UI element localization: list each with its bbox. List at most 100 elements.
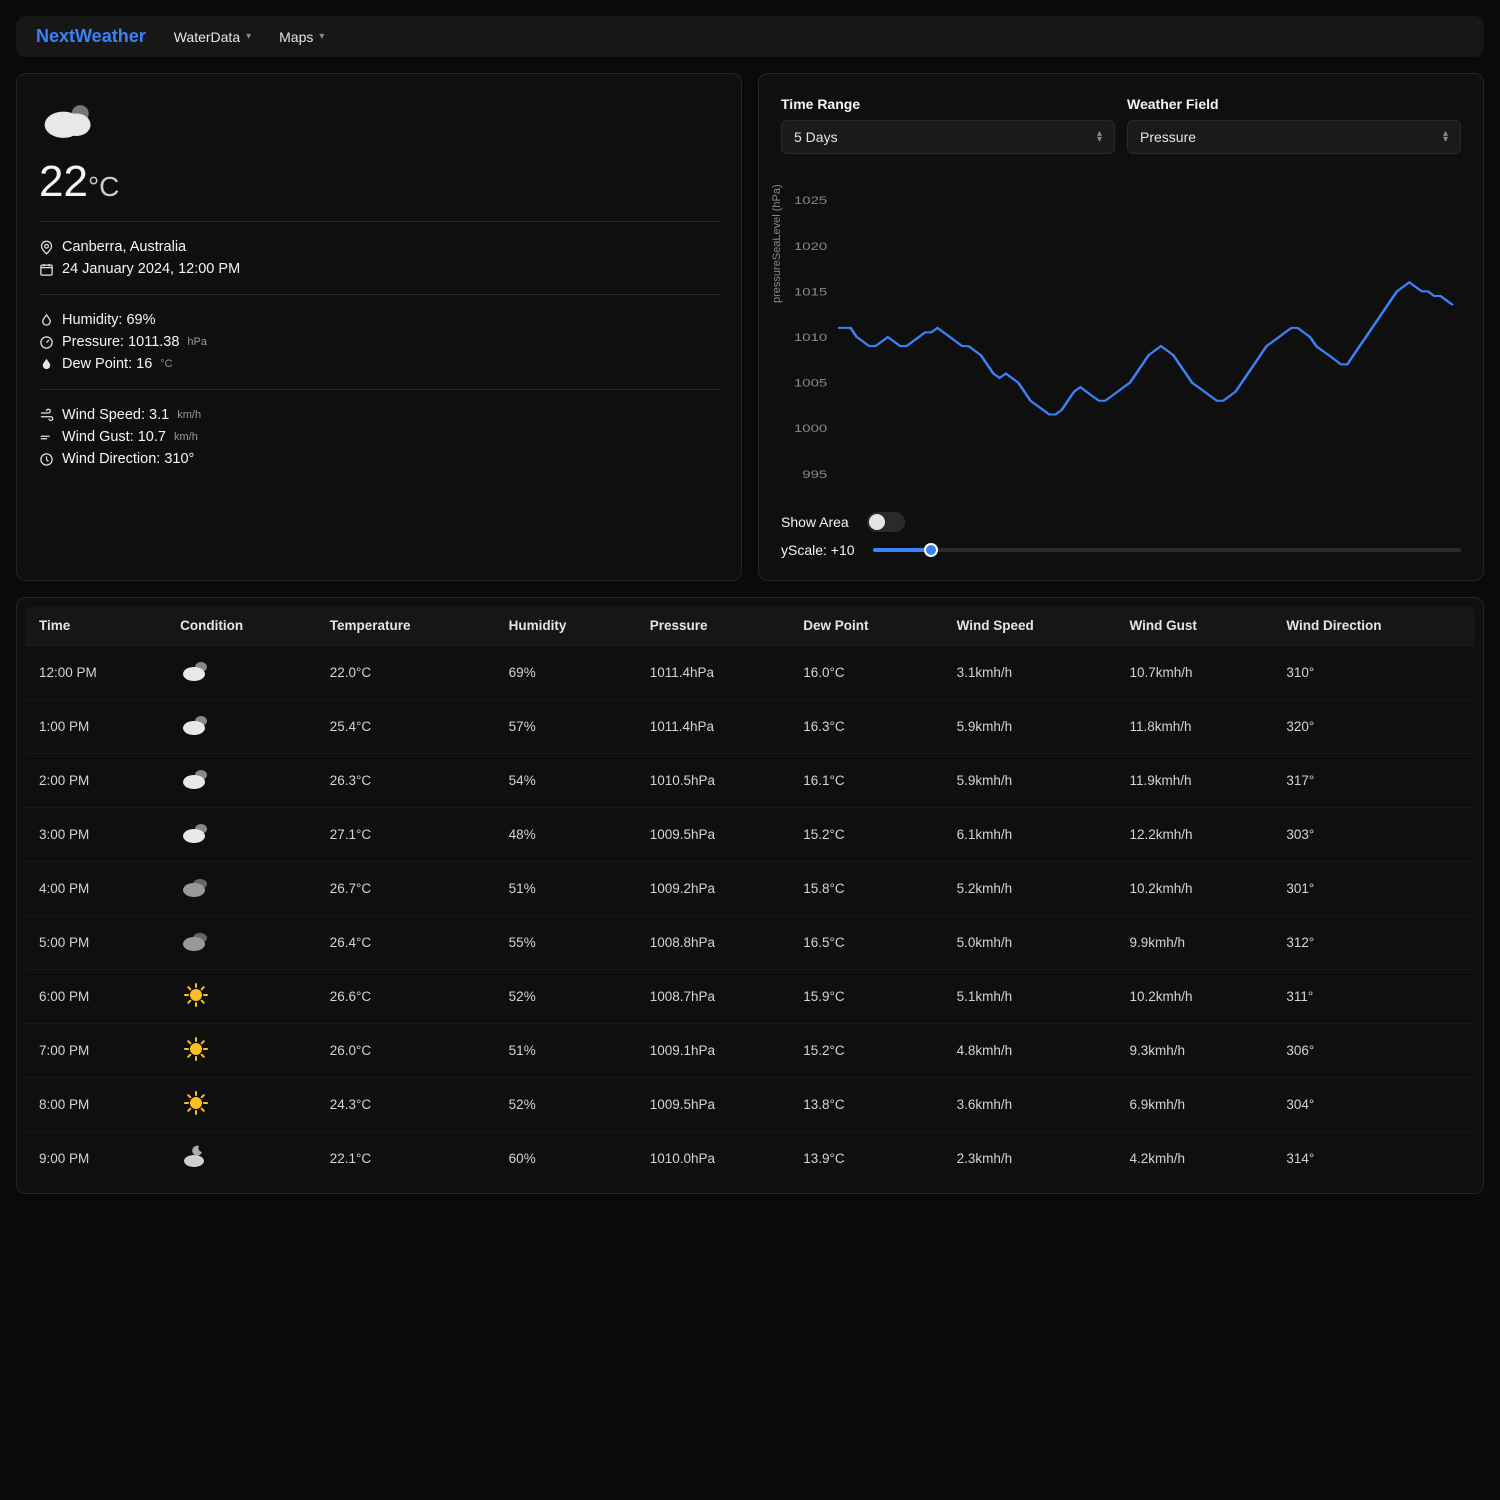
table-cell: 60% <box>495 1132 636 1186</box>
condition-icon <box>166 916 316 970</box>
svg-text:1020: 1020 <box>794 240 827 253</box>
table-cell: 6:00 PM <box>25 970 166 1024</box>
nav-maps-label: Maps <box>279 29 313 45</box>
table-body: 12:00 PM22.0°C69%1011.4hPa16.0°C3.1kmh/h… <box>25 646 1475 1186</box>
condition-icon <box>166 754 316 808</box>
table-cell: 1011.4hPa <box>636 646 789 700</box>
datetime-row: 24 January 2024, 12:00 PM <box>39 258 719 280</box>
dewpoint-row: Dew Point: 16°C <box>39 353 719 375</box>
location-text: Canberra, Australia <box>62 239 186 255</box>
droplet-icon <box>39 357 54 372</box>
time-range-select[interactable]: 5 Days ▴▾ <box>781 120 1115 154</box>
table-cell: 9.3kmh/h <box>1116 1024 1273 1078</box>
table-cell: 10.2kmh/h <box>1116 970 1273 1024</box>
dewpoint-text: Dew Point: 16 <box>62 356 152 372</box>
nav-maps[interactable]: Maps ▾ <box>279 29 324 45</box>
table-cell: 51% <box>495 1024 636 1078</box>
yscale-slider[interactable] <box>873 548 1461 552</box>
table-cell: 4:00 PM <box>25 862 166 916</box>
current-weather-card: 22°C Canberra, Australia 24 January 2024… <box>16 73 742 581</box>
table-header-cell: Wind Gust <box>1116 606 1273 646</box>
chevron-down-icon: ▾ <box>319 31 324 42</box>
humidity-row: Humidity: 69% <box>39 309 719 331</box>
pressure-chart: pressureSeaLevel (hPa) 99510001005101010… <box>781 172 1461 502</box>
table-cell: 57% <box>495 700 636 754</box>
table-cell: 4.8kmh/h <box>943 1024 1116 1078</box>
time-range-label: Time Range <box>781 96 1115 112</box>
show-area-toggle[interactable] <box>867 512 905 532</box>
svg-text:995: 995 <box>802 468 827 481</box>
table-cell: 51% <box>495 862 636 916</box>
windgust-unit: km/h <box>174 431 198 443</box>
condition-icon <box>166 862 316 916</box>
table-row: 8:00 PM24.3°C52%1009.5hPa13.8°C3.6kmh/h6… <box>25 1078 1475 1132</box>
table-cell: 22.0°C <box>316 646 495 700</box>
weather-field-value: Pressure <box>1140 129 1196 145</box>
table-cell: 1010.0hPa <box>636 1132 789 1186</box>
table-cell: 25.4°C <box>316 700 495 754</box>
table-cell: 26.6°C <box>316 970 495 1024</box>
location-row: Canberra, Australia <box>39 236 719 258</box>
table-cell: 5:00 PM <box>25 916 166 970</box>
current-temp: 22°C <box>39 157 719 207</box>
table-cell: 48% <box>495 808 636 862</box>
table-cell: 303° <box>1272 808 1475 862</box>
table-cell: 55% <box>495 916 636 970</box>
table-cell: 15.9°C <box>789 970 942 1024</box>
table-cell: 11.8kmh/h <box>1116 700 1273 754</box>
table-cell: 26.4°C <box>316 916 495 970</box>
condition-icon <box>166 646 316 700</box>
table-header-cell: Humidity <box>495 606 636 646</box>
table-cell: 3.1kmh/h <box>943 646 1116 700</box>
table-cell: 27.1°C <box>316 808 495 862</box>
datetime-text: 24 January 2024, 12:00 PM <box>62 261 240 277</box>
time-range-value: 5 Days <box>794 129 838 145</box>
table-cell: 26.7°C <box>316 862 495 916</box>
condition-icon <box>166 1132 316 1186</box>
table-cell: 10.2kmh/h <box>1116 862 1273 916</box>
table-cell: 69% <box>495 646 636 700</box>
table-cell: 16.5°C <box>789 916 942 970</box>
table-cell: 7:00 PM <box>25 1024 166 1078</box>
table-cell: 310° <box>1272 646 1475 700</box>
table-cell: 317° <box>1272 754 1475 808</box>
table-cell: 6.1kmh/h <box>943 808 1116 862</box>
brand-logo[interactable]: NextWeather <box>36 26 146 47</box>
table-row: 5:00 PM26.4°C55%1008.8hPa16.5°C5.0kmh/h9… <box>25 916 1475 970</box>
table-cell: 15.2°C <box>789 1024 942 1078</box>
select-arrows-icon: ▴▾ <box>1443 131 1448 143</box>
table-header-cell: Dew Point <box>789 606 942 646</box>
table-header-row: TimeConditionTemperatureHumidityPressure… <box>25 606 1475 646</box>
yscale-label: yScale: +10 <box>781 542 855 558</box>
nav-waterdata[interactable]: WaterData ▾ <box>174 29 251 45</box>
table-cell: 13.8°C <box>789 1078 942 1132</box>
table-row: 12:00 PM22.0°C69%1011.4hPa16.0°C3.1kmh/h… <box>25 646 1475 700</box>
table-cell: 5.2kmh/h <box>943 862 1116 916</box>
table-cell: 16.3°C <box>789 700 942 754</box>
chart-y-axis-label: pressureSeaLevel (hPa) <box>771 184 783 303</box>
table-cell: 22.1°C <box>316 1132 495 1186</box>
table-cell: 52% <box>495 970 636 1024</box>
winddir-row: Wind Direction: 310° <box>39 448 719 470</box>
table-cell: 320° <box>1272 700 1475 754</box>
weather-field-select[interactable]: Pressure ▴▾ <box>1127 120 1461 154</box>
select-arrows-icon: ▴▾ <box>1097 131 1102 143</box>
pressure-row: Pressure: 1011.38hPa <box>39 331 719 353</box>
table-cell: 312° <box>1272 916 1475 970</box>
calendar-icon <box>39 262 54 277</box>
wind-icon <box>39 408 54 423</box>
table-row: 1:00 PM25.4°C57%1011.4hPa16.3°C5.9kmh/h1… <box>25 700 1475 754</box>
table-cell: 13.9°C <box>789 1132 942 1186</box>
table-row: 7:00 PM26.0°C51%1009.1hPa15.2°C4.8kmh/h9… <box>25 1024 1475 1078</box>
table-cell: 1009.5hPa <box>636 808 789 862</box>
table-row: 3:00 PM27.1°C48%1009.5hPa15.2°C6.1kmh/h1… <box>25 808 1475 862</box>
table-header-cell: Pressure <box>636 606 789 646</box>
condition-icon <box>166 700 316 754</box>
table-cell: 3.6kmh/h <box>943 1078 1116 1132</box>
table-cell: 1008.7hPa <box>636 970 789 1024</box>
pressure-text: Pressure: 1011.38 <box>62 334 179 350</box>
temp-unit: °C <box>88 171 119 202</box>
compass-icon <box>39 452 54 467</box>
toggle-knob <box>869 514 885 530</box>
table-cell: 1011.4hPa <box>636 700 789 754</box>
